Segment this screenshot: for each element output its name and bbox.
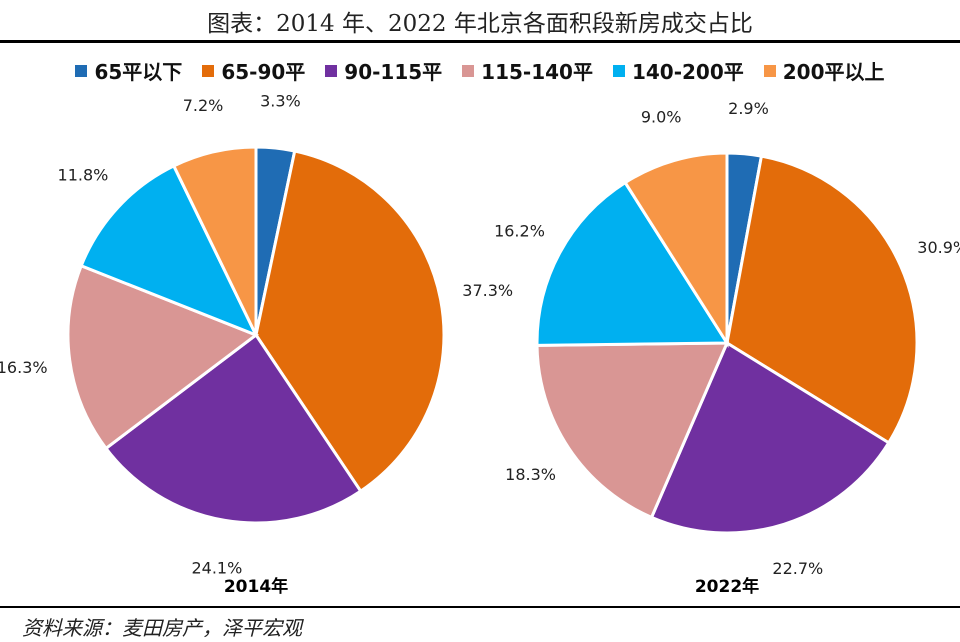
pie-1: 2.9% 30.9% 22.7% 18.3% 16.2% 9.0% 2022年 — [494, 99, 960, 597]
legend-item: 65平以下 — [75, 56, 182, 85]
legend-swatch — [75, 64, 88, 77]
legend-item: 140-200平 — [612, 56, 744, 85]
legend-swatch — [462, 64, 475, 77]
pie-slice — [623, 151, 729, 349]
legend-swatch — [612, 64, 625, 77]
legend-label: 200平以上 — [782, 60, 885, 84]
pie-slice — [103, 332, 363, 525]
chart-title: 图表：2014 年、2022 年北京各面积段新房成交占比 — [207, 11, 753, 37]
top-rule — [0, 40, 960, 43]
pie-slice — [649, 340, 891, 535]
pie-slice — [535, 341, 730, 520]
slice-label: 37.3% — [462, 281, 513, 300]
slice-label: 16.3% — [0, 358, 48, 377]
pie-slice — [171, 145, 258, 336]
legend-swatch — [763, 64, 776, 77]
legend-item: 115-140平 — [462, 56, 593, 85]
slice-label: 2.9% — [728, 99, 769, 118]
legend-label: 90-115平 — [344, 60, 443, 84]
legend-item: 90-115平 — [325, 56, 442, 85]
pie-slice — [66, 263, 260, 451]
slice-label: 24.1% — [191, 559, 242, 578]
legend-label: 115-140平 — [481, 60, 593, 84]
slice-label: 22.7% — [772, 559, 823, 578]
slice-label: 3.3% — [260, 91, 301, 110]
slice-label: 16.2% — [494, 222, 545, 241]
slice-label: 18.3% — [505, 465, 556, 484]
legend-swatch — [325, 64, 338, 77]
legend-swatch — [202, 64, 215, 77]
pie-slice — [79, 163, 260, 338]
pie-0: 3.3% 37.3% 24.1% 16.3% 11.8% 7.2% 2014年 — [0, 91, 513, 597]
legend-label: 140-200平 — [631, 60, 744, 84]
legend: 65平以下 65-90平 90-115平 115-140平 140-200平 2… — [0, 56, 960, 85]
source-note: 资料来源：麦田房产，泽平宏观 — [22, 616, 302, 640]
pie-caption: 2022年 — [695, 576, 759, 597]
slice-label: 9.0% — [641, 107, 682, 126]
legend-label: 65-90平 — [221, 60, 306, 84]
legend-item: 65-90平 — [202, 56, 305, 85]
slice-label: 7.2% — [183, 96, 224, 115]
slice-label: 11.8% — [58, 166, 109, 185]
pie-slice — [254, 149, 446, 494]
pie-slice — [535, 180, 730, 347]
bottom-rule — [0, 606, 960, 608]
pie-caption: 2014年 — [224, 576, 288, 597]
legend-label: 65平以下 — [94, 60, 183, 84]
slice-label: 30.9% — [917, 238, 960, 257]
legend-item: 200平以上 — [763, 56, 885, 85]
